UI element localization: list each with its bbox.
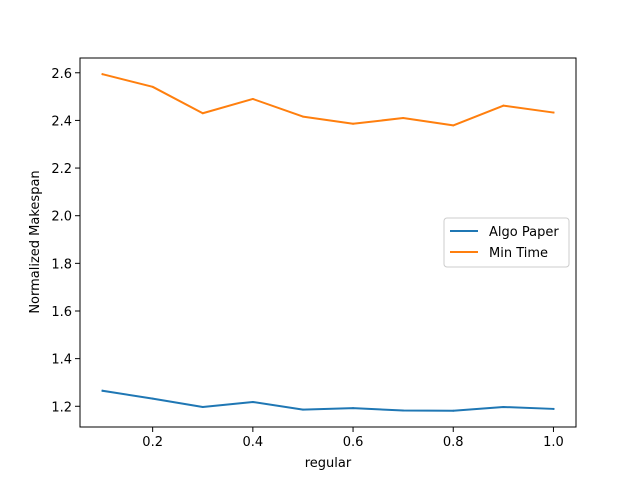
- y-tick-label: 2.4: [51, 114, 72, 129]
- data-point-algo-paper-7: [452, 409, 455, 412]
- series-line-algo-paper: [101, 389, 555, 412]
- data-point-min-time-2: [201, 112, 204, 115]
- y-tick-label: 1.2: [51, 400, 72, 415]
- data-point-algo-paper-0: [101, 389, 104, 392]
- data-point-algo-paper-6: [402, 409, 405, 412]
- data-point-algo-paper-4: [301, 408, 304, 411]
- data-point-algo-paper-1: [151, 397, 154, 400]
- legend-label-algo-paper: Algo Paper: [489, 225, 559, 240]
- y-tick-label: 2.6: [51, 67, 72, 82]
- legend: Algo Paper Min Time: [443, 217, 570, 268]
- legend-label-min-time: Min Time: [489, 246, 548, 261]
- y-tick-label: 1.8: [51, 257, 72, 272]
- data-point-min-time-3: [251, 97, 254, 100]
- plot-layer: [79, 57, 577, 428]
- plot-frame: [79, 57, 577, 428]
- data-point-min-time-6: [402, 117, 405, 120]
- data-point-algo-paper-5: [352, 407, 355, 410]
- data-point-algo-paper-9: [552, 407, 555, 410]
- data-point-algo-paper-2: [201, 405, 204, 408]
- data-point-min-time-8: [502, 104, 505, 107]
- x-tick-label: 0.8: [443, 435, 464, 450]
- data-point-min-time-4: [301, 115, 304, 118]
- y-tick-label: 1.6: [51, 305, 72, 320]
- x-tick-label: 0.4: [243, 435, 264, 450]
- x-axis-label: regular: [305, 456, 352, 471]
- data-point-algo-paper-8: [502, 405, 505, 408]
- x-tick-label: 0.6: [343, 435, 364, 450]
- y-tick-label: 2.0: [51, 210, 72, 225]
- data-point-min-time-1: [151, 85, 154, 88]
- y-tick-label: 2.2: [51, 162, 72, 177]
- data-point-min-time-0: [101, 73, 104, 76]
- y-tick-label: 1.4: [51, 353, 72, 368]
- tick-layer: 0.2 0.4 0.6 0.8 1.0 1.2 1.4 1.6 1.8 2.0 2.2 2.4 2.6: [51, 67, 563, 450]
- data-point-min-time-9: [552, 111, 555, 114]
- x-tick-label: 1.0: [543, 435, 564, 450]
- data-point-min-time-7: [452, 124, 455, 127]
- data-point-min-time-5: [352, 122, 355, 125]
- x-tick-label: 0.2: [142, 435, 163, 450]
- data-point-algo-paper-3: [251, 400, 254, 403]
- series-line-min-time: [101, 72, 555, 127]
- y-axis-label: Normalized Makespan: [28, 170, 43, 313]
